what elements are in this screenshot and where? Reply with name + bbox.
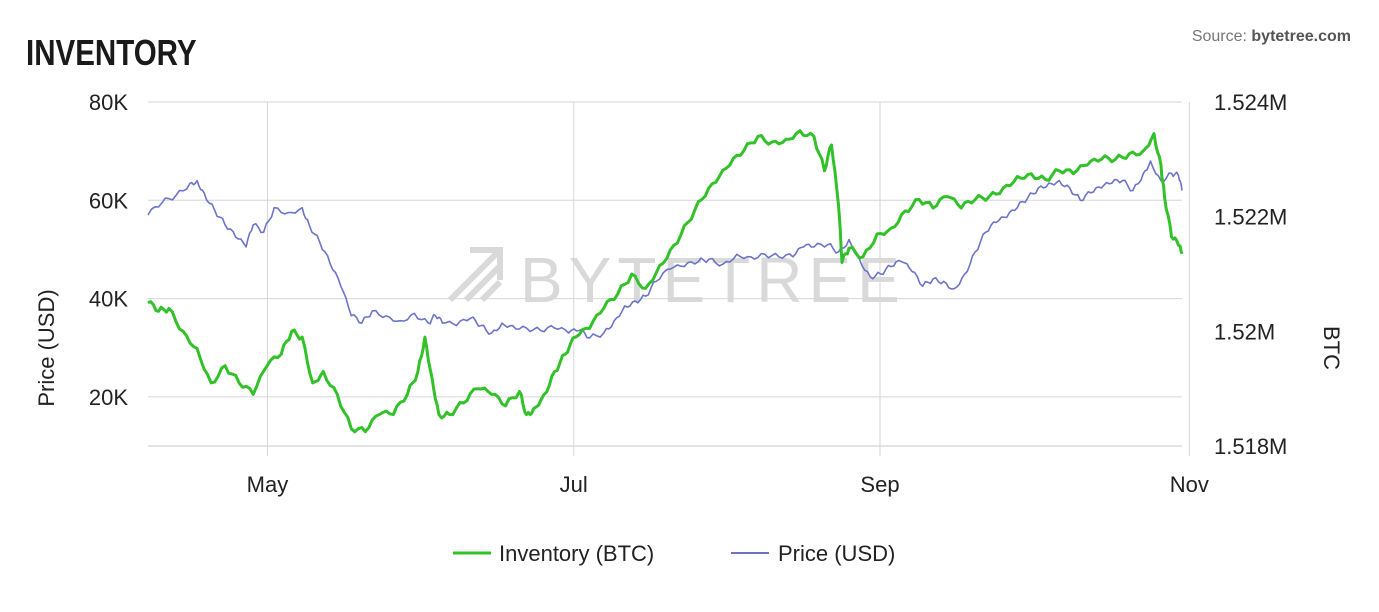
grid-lines	[148, 101, 1190, 456]
legend-label-inventory: Inventory (BTC)	[499, 541, 654, 566]
y-axis-left: 80K 60K 40K 20K	[89, 90, 128, 410]
y-right-tick-label: 1.522M	[1214, 205, 1287, 230]
x-tick-label: Sep	[860, 472, 899, 497]
y-axis-left-title: Price (USD)	[34, 289, 59, 406]
series-group	[147, 129, 1184, 434]
x-axis: May Jul Sep Nov	[247, 472, 1209, 497]
x-tick-label: Nov	[1170, 472, 1209, 497]
y-axis-right-title: BTC	[1319, 326, 1344, 370]
legend-label-price: Price (USD)	[778, 541, 895, 566]
legend-item-inventory[interactable]: Inventory (BTC)	[453, 541, 654, 566]
y-left-tick-label: 20K	[89, 385, 128, 410]
y-right-tick-label: 1.524M	[1214, 90, 1287, 115]
source-attribution[interactable]: Source: bytetree.com	[1192, 28, 1351, 46]
series-line-inventory[interactable]	[147, 129, 1184, 434]
series-line-price[interactable]	[147, 160, 1183, 339]
legend-item-price[interactable]: Price (USD)	[731, 541, 895, 566]
y-left-tick-label: 60K	[89, 188, 128, 213]
chart-title: INVENTORY	[26, 32, 197, 73]
x-tick-label: May	[247, 472, 289, 497]
y-right-tick-label: 1.52M	[1214, 319, 1275, 344]
source-site[interactable]: bytetree.com	[1251, 28, 1351, 45]
y-axis-right: 1.524M 1.522M 1.52M 1.518M	[1214, 90, 1287, 459]
y-left-tick-label: 40K	[89, 287, 128, 312]
source-label: Source:	[1191, 28, 1247, 45]
legend: Inventory (BTC) Price (USD)	[453, 541, 895, 566]
watermark-text: BYTETREE	[520, 244, 906, 316]
y-right-tick-label: 1.518M	[1214, 434, 1287, 459]
y-left-tick-label: 80K	[89, 90, 128, 115]
watermark-logo-icon	[447, 247, 503, 303]
x-tick-label: Jul	[560, 472, 588, 497]
